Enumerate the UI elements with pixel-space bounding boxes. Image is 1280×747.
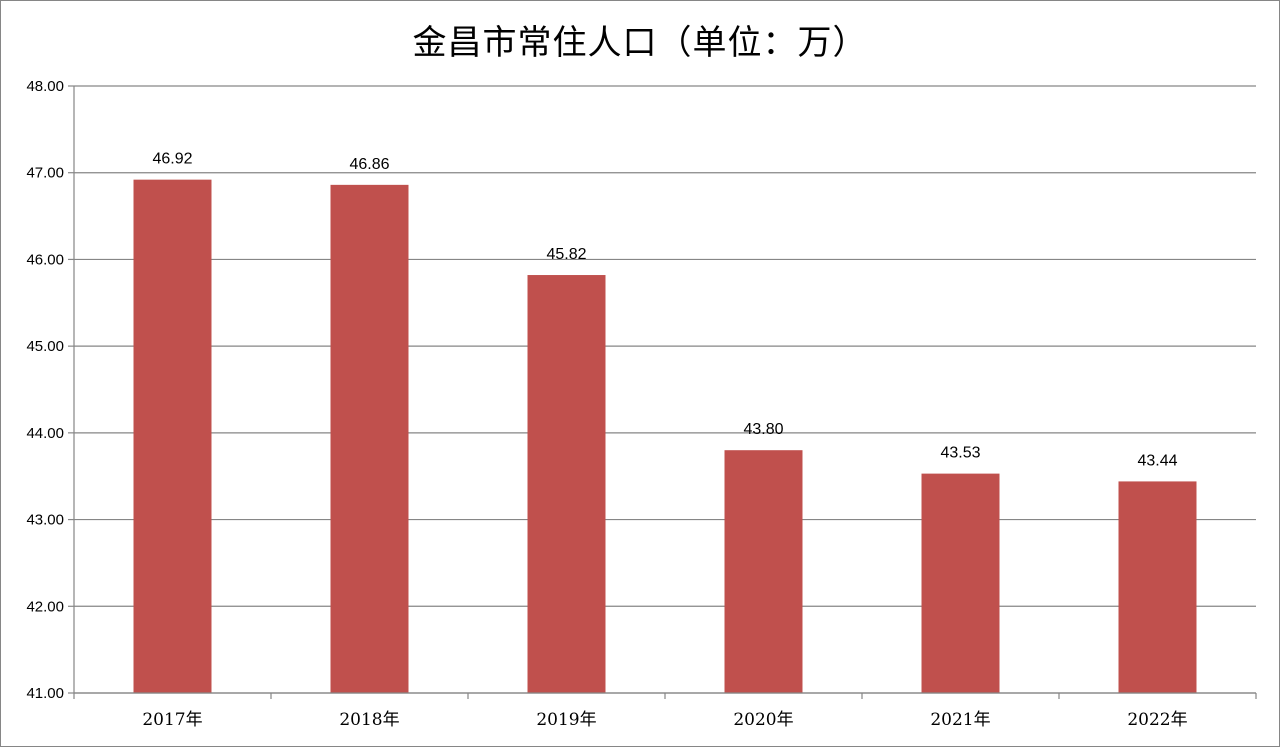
y-tick-label: 46.00 — [26, 251, 64, 268]
x-tick-label: 2020年 — [733, 710, 793, 730]
x-tick-label: 2018年 — [339, 710, 399, 730]
data-label: 43.80 — [743, 421, 783, 438]
y-tick-label: 41.00 — [26, 685, 64, 702]
y-tick-label: 48.00 — [26, 78, 64, 95]
data-label: 43.53 — [940, 445, 980, 462]
bar — [133, 179, 212, 693]
data-label: 46.86 — [349, 156, 389, 173]
y-tick-label: 43.00 — [26, 512, 64, 529]
axes — [68, 85, 1257, 699]
y-tick-label: 44.00 — [26, 425, 64, 442]
y-tick-label: 42.00 — [26, 598, 64, 615]
bar — [724, 450, 803, 693]
y-tick-label: 45.00 — [26, 338, 64, 355]
labels: 41.00 42.00 43.00 44.00 45.00 46.00 47.00 48.00… — [26, 78, 1187, 730]
bar — [527, 275, 606, 693]
chart-title: 金昌市常住人口（单位：万） — [412, 23, 868, 63]
bars — [133, 179, 1197, 693]
bar — [1118, 481, 1197, 693]
x-tick-label: 2017年 — [142, 710, 202, 730]
data-label: 45.82 — [546, 246, 586, 263]
x-tick-label: 2021年 — [930, 710, 990, 730]
y-tick-label: 47.00 — [26, 165, 64, 182]
bar — [330, 184, 409, 693]
bar — [921, 473, 1000, 693]
x-tick-label: 2022年 — [1127, 710, 1187, 730]
gridlines — [74, 85, 1256, 694]
data-label: 46.92 — [152, 151, 192, 168]
data-label: 43.44 — [1137, 452, 1177, 469]
x-tick-label: 2019年 — [536, 710, 596, 730]
